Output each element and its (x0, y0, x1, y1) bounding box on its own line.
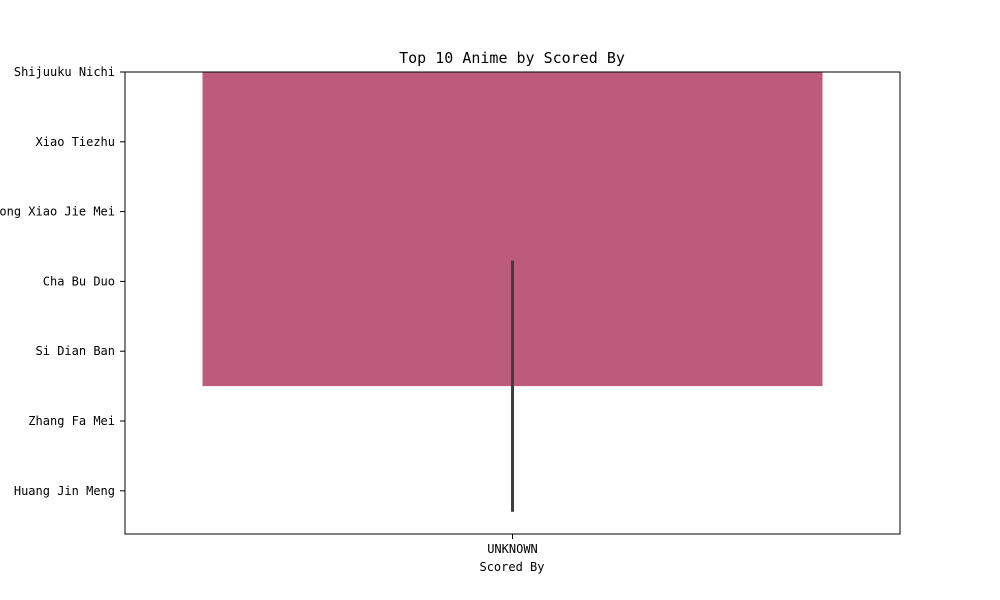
y-tick-label: Xiong Xiao Jie Mei (0, 205, 115, 219)
y-tick-label: Huang Jin Meng (14, 484, 115, 498)
x-axis: UNKNOWN (487, 534, 538, 556)
y-tick-label: Shijuuku Nichi (14, 65, 115, 79)
y-tick-label: Cha Bu Duo (43, 274, 115, 288)
y-axis: Shijuuku Nichi Xiao Tiezhu Xiong Xiao Jie … (0, 65, 125, 498)
chart-title: Top 10 Anime by Scored By (399, 49, 625, 67)
x-tick-label: UNKNOWN (487, 542, 538, 556)
y-tick-label: Zhang Fa Mei (28, 414, 115, 428)
x-axis-label: Scored By (479, 560, 544, 574)
y-tick-label: Si Dian Ban (36, 344, 115, 358)
y-tick-label: Xiao Tiezhu (36, 135, 115, 149)
chart-marks (202, 72, 823, 512)
